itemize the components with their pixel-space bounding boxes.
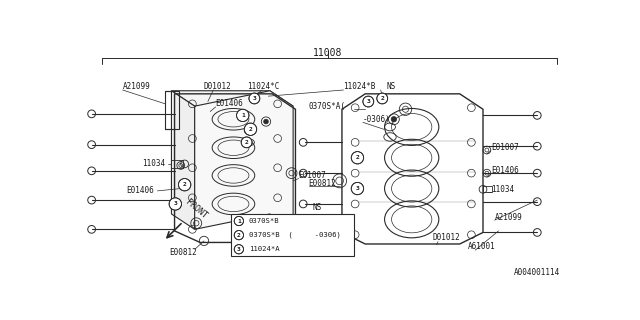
Circle shape <box>234 216 244 226</box>
Text: 11034: 11034 <box>491 185 514 194</box>
Text: 11024*A: 11024*A <box>249 246 280 252</box>
Text: NS: NS <box>312 203 322 212</box>
Polygon shape <box>172 91 195 229</box>
Text: D01012: D01012 <box>204 82 232 91</box>
Text: 0370S*B: 0370S*B <box>249 218 280 224</box>
Text: A21099: A21099 <box>123 82 150 91</box>
Circle shape <box>234 230 244 240</box>
Polygon shape <box>172 91 293 106</box>
Bar <box>231 214 353 256</box>
Text: 11024*B: 11024*B <box>344 82 376 91</box>
Bar <box>171 160 183 168</box>
Circle shape <box>363 96 374 107</box>
Circle shape <box>377 93 388 104</box>
Text: 1: 1 <box>237 219 241 223</box>
Text: A004001114: A004001114 <box>515 268 561 277</box>
Text: 11024*C: 11024*C <box>246 82 279 91</box>
Text: 2: 2 <box>248 127 252 132</box>
Text: E01406: E01406 <box>127 186 154 195</box>
Text: E00812: E00812 <box>169 248 197 257</box>
Text: 2: 2 <box>183 182 186 187</box>
Text: D01012: D01012 <box>433 233 460 242</box>
Text: 3: 3 <box>253 96 256 101</box>
Text: E01406: E01406 <box>491 166 518 175</box>
Circle shape <box>234 244 244 254</box>
Circle shape <box>351 182 364 195</box>
Text: -0306): -0306) <box>363 115 390 124</box>
Circle shape <box>391 116 397 122</box>
Text: FRONT: FRONT <box>184 198 209 221</box>
Circle shape <box>169 198 182 210</box>
Text: 3: 3 <box>237 247 241 252</box>
Text: E01406: E01406 <box>216 99 243 108</box>
Circle shape <box>237 109 249 122</box>
Text: 2: 2 <box>237 233 241 238</box>
Circle shape <box>179 179 191 191</box>
Text: 3: 3 <box>356 186 359 191</box>
Text: 2: 2 <box>356 155 359 160</box>
Text: 0370S*B  (     -0306): 0370S*B ( -0306) <box>249 232 341 238</box>
Circle shape <box>244 123 257 135</box>
Text: E01007: E01007 <box>298 171 326 180</box>
Text: E01007: E01007 <box>491 143 518 152</box>
Text: 1: 1 <box>241 113 244 118</box>
Circle shape <box>249 93 260 104</box>
Circle shape <box>264 119 268 124</box>
Text: NS: NS <box>260 233 270 242</box>
Text: NS: NS <box>386 82 396 91</box>
Circle shape <box>351 152 364 164</box>
Text: A61001: A61001 <box>467 242 495 251</box>
Text: 11034: 11034 <box>142 159 165 168</box>
Text: 11021*B: 11021*B <box>282 222 314 231</box>
Text: 2: 2 <box>244 140 248 145</box>
Text: A21099: A21099 <box>495 212 522 221</box>
Text: 3: 3 <box>173 202 177 206</box>
Bar <box>483 186 492 192</box>
Text: E00812: E00812 <box>308 179 337 188</box>
Circle shape <box>241 137 252 148</box>
Polygon shape <box>195 91 293 229</box>
Text: 11008: 11008 <box>314 48 342 58</box>
Text: 2: 2 <box>380 96 384 101</box>
Text: 0370S*A(: 0370S*A( <box>308 102 346 111</box>
Text: 3: 3 <box>367 99 370 104</box>
Bar <box>165 91 179 129</box>
